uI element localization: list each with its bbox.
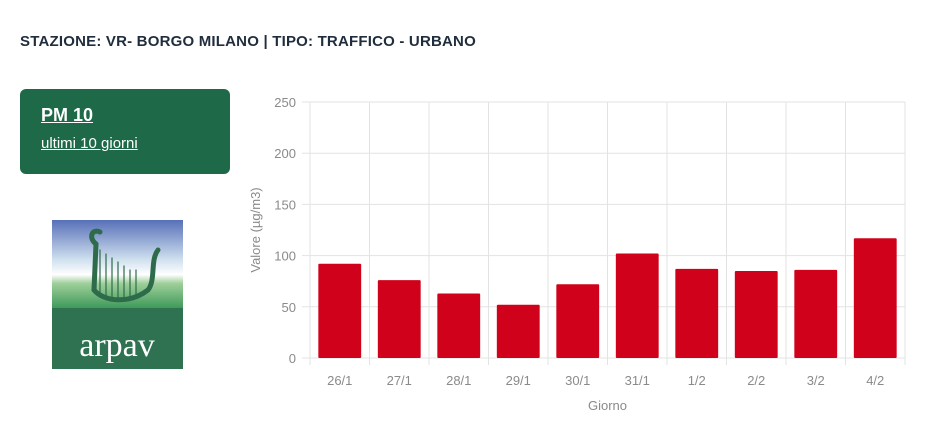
x-tick-label: 30/1 <box>565 373 590 388</box>
y-tick-label: 50 <box>282 300 296 315</box>
x-tick-label: 31/1 <box>625 373 650 388</box>
pollutant-link[interactable]: PM 10 <box>41 105 94 125</box>
x-tick-labels: 26/1 27/1 28/1 29/1 30/1 31/1 1/2 2/2 3/2 4/2 <box>327 373 884 388</box>
x-tick-label: 26/1 <box>327 373 352 388</box>
y-tick-label: 0 <box>289 351 296 366</box>
y-tick-label: 100 <box>274 249 296 264</box>
harp-icon <box>89 228 161 303</box>
logo-text: arpav <box>79 327 155 364</box>
bar[interactable] <box>318 263 362 358</box>
x-tick-label: 28/1 <box>446 373 471 388</box>
bar[interactable] <box>377 280 421 358</box>
y-axis-label: Valore (µg/m3) <box>248 187 263 272</box>
x-tick-label: 4/2 <box>866 373 884 388</box>
bars <box>318 238 897 358</box>
x-tick-label: 29/1 <box>506 373 531 388</box>
x-tick-label: 3/2 <box>807 373 825 388</box>
arpav-logo: arpav <box>52 220 183 369</box>
bar-chart: 0 50 100 150 200 250 26/1 27/1 28/1 29/1 30/1 31/1… <box>248 95 906 413</box>
bar[interactable] <box>615 253 659 358</box>
pollutant-card: PM 10 ultimi 10 giorni <box>20 89 230 174</box>
bar[interactable] <box>556 284 600 358</box>
bar[interactable] <box>675 268 719 358</box>
x-tick-label: 1/2 <box>688 373 706 388</box>
x-tick-label: 2/2 <box>747 373 765 388</box>
x-axis-label: Giorno <box>588 398 627 413</box>
bar[interactable] <box>437 293 481 358</box>
y-tick-label: 200 <box>274 146 296 161</box>
y-tick-labels: 0 50 100 150 200 250 <box>274 95 296 366</box>
bar[interactable] <box>853 238 897 358</box>
bar[interactable] <box>496 304 540 358</box>
y-tick-label: 250 <box>274 95 296 110</box>
bar[interactable] <box>794 269 838 358</box>
y-tick-label: 150 <box>274 197 296 212</box>
period-link[interactable]: ultimi 10 giorni <box>41 135 138 152</box>
x-tick-label: 27/1 <box>387 373 412 388</box>
station-title: STAZIONE: VR- BORGO MILANO | TIPO: TRAFF… <box>20 33 476 50</box>
bar[interactable] <box>734 270 778 358</box>
